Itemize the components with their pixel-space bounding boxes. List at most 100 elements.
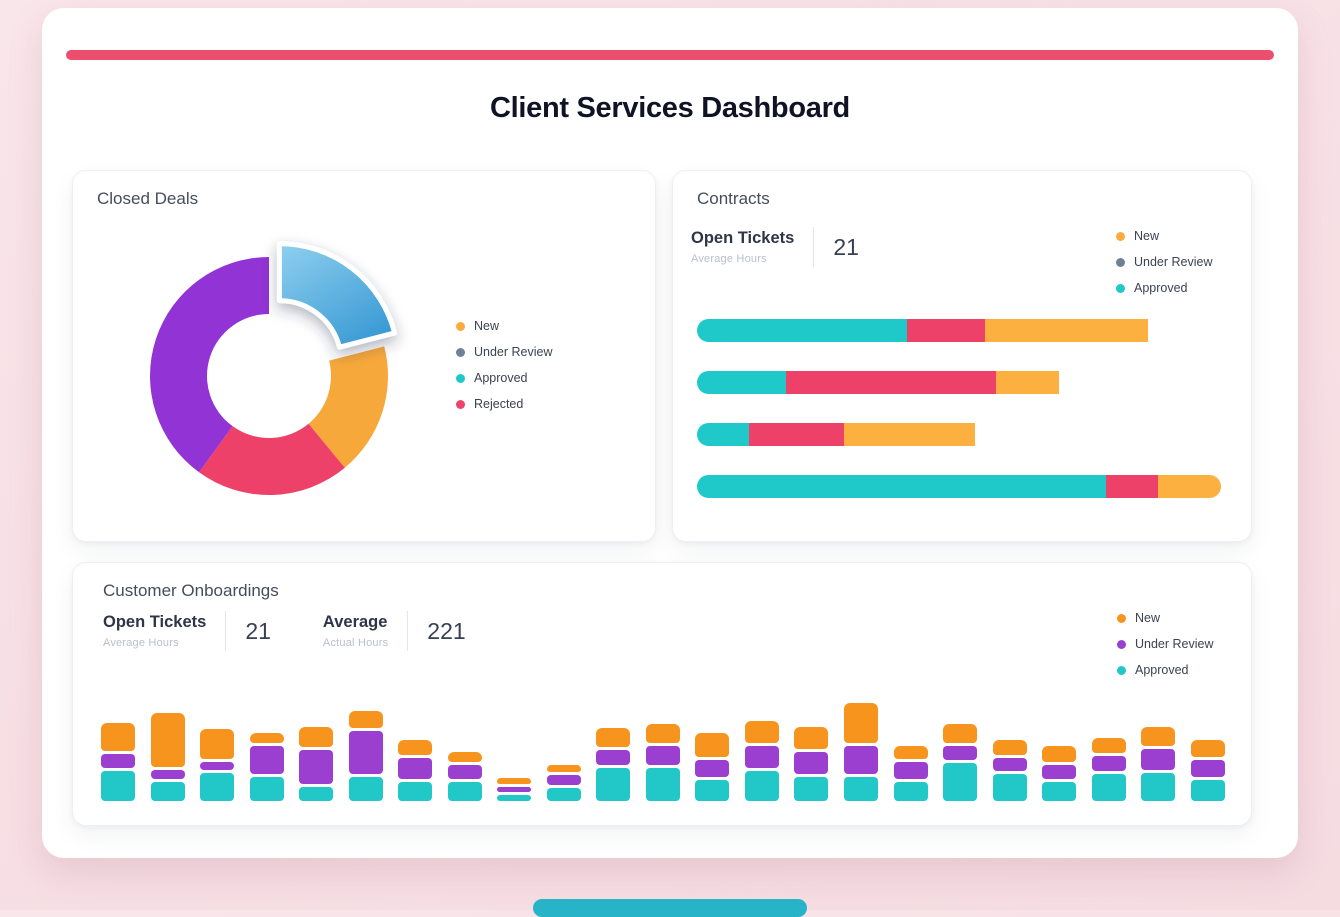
contracts-bar-row-1 <box>697 319 1221 342</box>
contracts-stat-row: Open Tickets Average Hours 21 <box>691 227 859 267</box>
stat-value: 21 <box>833 233 859 260</box>
stat-open-tickets: Open Tickets Average Hours 21 <box>691 227 859 267</box>
onboarding-bar-16 <box>843 691 878 801</box>
onboardings-title: Customer Onboardings <box>103 581 279 600</box>
bar-segment-under_review <box>398 758 433 779</box>
bar-segment-approved <box>596 767 631 801</box>
onboarding-bar-7 <box>398 691 433 801</box>
onboarding-bar-10 <box>546 691 581 801</box>
bar-segment-new <box>546 764 581 773</box>
stat-labels: Average Actual Hours <box>323 613 388 649</box>
legend-dot-icon <box>1117 639 1126 649</box>
bar-segment-new <box>1190 739 1225 758</box>
onboarding-bar-17 <box>893 691 928 801</box>
onboarding-bar-11 <box>596 691 631 801</box>
bar-segment-under_review <box>497 786 532 793</box>
bar-segment-approved <box>697 423 750 446</box>
onboardings-stat-row: Open Tickets Average Hours 21 Average Ac… <box>103 611 466 651</box>
contracts-legend: New Under Review Approved <box>1116 229 1213 295</box>
bar-segment-under_review <box>150 769 185 779</box>
bar-segment-approved <box>1141 772 1176 801</box>
contracts-bar-row-3 <box>697 423 1221 446</box>
bar-segment-under_review <box>1141 748 1176 770</box>
closed-deals-title: Closed Deals <box>97 189 199 208</box>
stat-sublabel: Average Hours <box>691 253 767 265</box>
onboardings-legend: New Under Review Approved <box>1117 611 1214 677</box>
donut-slice-under-review <box>150 257 269 473</box>
onboarding-bar-6 <box>348 691 383 801</box>
bar-segment-new <box>447 752 482 762</box>
legend-label: Approved <box>1134 281 1188 295</box>
bar-segment-new <box>596 728 631 748</box>
legend-dot-icon <box>1116 257 1125 267</box>
bar-segment-approved <box>546 787 581 801</box>
legend-item-under-review[interactable]: Under Review <box>456 345 553 359</box>
bottom-accent-bar <box>533 899 807 917</box>
donut-svg <box>150 241 398 495</box>
contracts-title: Contracts <box>697 189 770 208</box>
legend-label: Approved <box>1135 663 1189 677</box>
onboarding-bar-23 <box>1190 691 1225 801</box>
legend-item-new[interactable]: New <box>456 319 553 333</box>
bar-segment-under_review <box>744 745 779 768</box>
legend-item-approved[interactable]: Approved <box>1117 663 1214 677</box>
bar-segment-new <box>843 423 975 446</box>
legend-item-new[interactable]: New <box>1117 611 1214 625</box>
bar-segment-approved <box>1190 780 1225 801</box>
bar-segment-approved <box>101 770 135 801</box>
onboarding-bar-5 <box>299 691 334 801</box>
stat-divider <box>407 611 409 651</box>
bar-segment-new <box>943 723 978 743</box>
panel-closed-deals: Closed Deals New Under Review Approved Reje… <box>72 170 656 542</box>
legend-item-rejected[interactable]: Rejected <box>456 397 553 411</box>
legend-label: New <box>1135 611 1161 625</box>
bar-segment-new <box>1141 726 1176 746</box>
stat-value: 21 <box>245 617 271 644</box>
bar-segment-under_review <box>200 761 235 770</box>
bar-segment-under-review <box>1105 475 1159 498</box>
bar-segment-approved <box>843 777 878 801</box>
legend-item-under-review[interactable]: Under Review <box>1116 255 1213 269</box>
page-title: Client Services Dashboard <box>490 92 850 124</box>
bar-segment-approved <box>992 774 1027 801</box>
bar-segment-new <box>1042 745 1077 762</box>
legend-dot-icon <box>456 347 465 357</box>
bar-segment-under-review <box>786 371 996 394</box>
stat-average-hours: Average Actual Hours 221 <box>323 611 466 651</box>
legend-label: Approved <box>474 371 528 385</box>
legend-label: New <box>1134 229 1160 243</box>
legend-item-approved[interactable]: Approved <box>456 371 553 385</box>
bar-segment-approved <box>299 786 334 801</box>
legend-item-approved[interactable]: Approved <box>1116 281 1213 295</box>
bar-segment-approved <box>645 767 680 801</box>
bar-segment-new <box>101 722 135 752</box>
bar-segment-approved <box>249 777 284 801</box>
bar-segment-approved <box>447 782 482 801</box>
bar-segment-new <box>794 726 829 750</box>
donut-slice-highlighted <box>276 241 398 350</box>
legend-dot-icon <box>456 373 465 383</box>
onboardings-bar-chart <box>101 691 1225 801</box>
legend-item-under-review[interactable]: Under Review <box>1117 637 1214 651</box>
bar-segment-approved <box>1091 774 1126 801</box>
bar-segment-new <box>150 713 185 767</box>
bar-segment-new <box>200 728 235 759</box>
stat-open-tickets: Open Tickets Average Hours 21 <box>103 611 271 651</box>
onboarding-bar-4 <box>249 691 284 801</box>
bar-segment-under_review <box>1042 764 1077 779</box>
stat-labels: Open Tickets Average Hours <box>691 229 794 265</box>
legend-item-new[interactable]: New <box>1116 229 1213 243</box>
bar-segment-under_review <box>645 745 680 765</box>
bar-segment-approved <box>697 319 907 342</box>
bar-segment-approved <box>794 777 829 801</box>
bar-segment-new <box>1091 738 1126 754</box>
bar-segment-approved <box>348 777 383 801</box>
bar-segment-new <box>695 733 730 758</box>
bar-segment-new <box>1158 475 1221 498</box>
legend-dot-icon <box>1116 231 1125 241</box>
bar-segment-new <box>995 371 1059 394</box>
stat-sublabel: Average Hours <box>103 637 179 649</box>
bar-segment-under_review <box>1091 756 1126 772</box>
legend-dot-icon <box>1117 665 1126 675</box>
bar-segment-under_review <box>843 745 878 775</box>
